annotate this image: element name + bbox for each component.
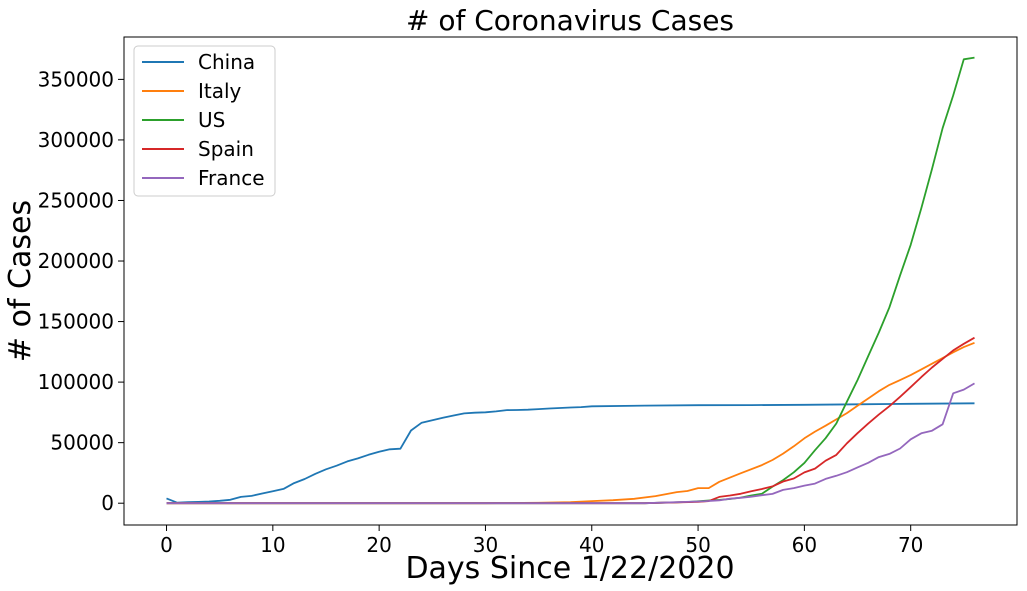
legend-label-france: France [198,166,265,190]
legend-label-spain: Spain [198,137,254,161]
series-line-italy [166,341,975,505]
x-tick-label: 50 [685,533,710,557]
legend-label-china: China [198,50,255,74]
x-tick-label: 70 [898,533,923,557]
chart-title: # of Coronavirus Cases [406,4,734,37]
legend-box [133,45,276,197]
x-tick-label: 30 [473,533,498,557]
x-tick-label: 40 [579,533,604,557]
x-axis-label: Days Since 1/22/2020 [405,551,734,586]
series-layer [166,56,975,505]
series-line-china [166,402,975,504]
x-tick-label: 0 [160,533,173,557]
y-tick-label: 0 [101,491,114,515]
x-tick-label: 10 [260,533,285,557]
y-tick-label: 150000 [38,310,114,334]
series-line-spain [166,336,975,505]
y-axis-label: # of Cases [3,200,38,362]
x-axis-ticks: 0 10 20 30 40 50 60 70 [160,525,923,557]
y-tick-label: 350000 [38,67,114,91]
series-line-france [166,382,975,505]
plot-area [123,36,1018,526]
x-tick-label: 20 [366,533,391,557]
y-tick-label: 100000 [38,370,114,394]
y-tick-label: 50000 [50,431,114,455]
y-axis-ticks: 0 50000 100000 150000 200000 250000 300000 3500… [38,67,124,515]
y-tick-label: 200000 [38,249,114,273]
y-tick-label: 250000 [38,188,114,212]
legend: China Italy US Spain France [133,45,276,197]
legend-label-us: US [198,108,225,132]
legend-label-italy: Italy [198,79,242,103]
x-tick-label: 60 [792,533,817,557]
y-tick-label: 300000 [38,128,114,152]
